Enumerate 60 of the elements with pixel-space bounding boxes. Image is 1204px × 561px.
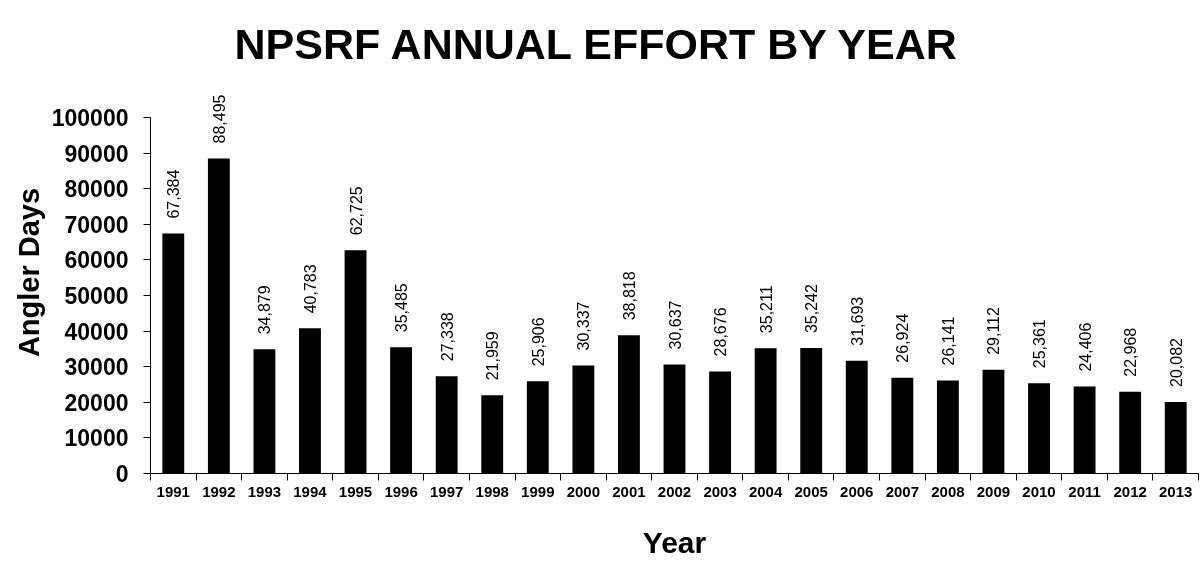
y-tick-label: 20000 [64,389,129,416]
data-label: 62,725 [347,186,365,236]
data-label: 26,141 [939,316,957,366]
x-tick-label: 1997 [429,482,464,500]
data-label: 34,879 [256,285,274,335]
x-tick-label: 2000 [566,482,601,500]
y-tick-label: 100000 [51,105,129,131]
y-tick-label: 30000 [64,354,129,381]
data-label: 29,112 [985,307,1003,355]
x-tick-label: 2010 [1022,482,1056,500]
data-label: 20,082 [1167,337,1185,388]
data-label: 27,338 [438,312,456,362]
data-label: 67,384 [165,169,183,219]
y-tick-label: 90000 [64,140,129,167]
x-tick-label: 1991 [156,482,190,500]
x-tick-label: 2007 [885,482,920,500]
x-tick-label: 2004 [748,482,783,500]
data-label: 40,783 [301,264,319,314]
x-tick-label: 1995 [338,482,373,500]
y-tick-label: 10000 [64,425,129,452]
data-label: 35,485 [393,283,411,333]
data-label: 88,495 [210,94,228,144]
data-label: 31,693 [848,296,866,346]
data-label: 25,361 [1031,319,1049,369]
x-tick-label: 2005 [794,482,828,500]
data-label: 35,242 [803,284,821,334]
x-tick-label: 1993 [247,482,282,500]
data-label: 38,818 [620,271,638,321]
x-axis-title: Year [642,525,707,559]
y-tick-label: 60000 [64,247,129,274]
y-tick-label: 70000 [64,211,129,238]
data-label: 24,406 [1076,322,1094,372]
data-label: 28,676 [712,307,730,357]
x-tick-label: 2008 [931,482,965,500]
data-label: 30,337 [575,301,593,351]
x-tick-label: 2006 [840,482,874,500]
x-tick-label: 2001 [612,482,646,500]
x-tick-label: 1992 [202,482,236,500]
x-tick-label: 1996 [384,482,418,500]
x-tick-label: 2003 [703,482,737,500]
data-label: 30,637 [666,300,684,350]
y-axis-title: Angler Days [12,187,45,358]
y-tick-label: 80000 [64,176,129,203]
data-label: 35,211 [757,285,775,334]
y-tick-label: 0 [115,461,129,487]
chart-title: NPSRF ANNUAL EFFORT BY YEAR [234,19,957,68]
x-tick-label: 1998 [475,482,509,500]
x-tick-label: 1999 [521,482,555,500]
x-tick-label: 2011 [1068,482,1101,500]
x-tick-label: 1994 [293,482,328,500]
x-tick-label: 2002 [657,482,692,500]
y-tick-label: 40000 [64,318,129,345]
x-tick-label: 2009 [976,482,1011,500]
data-label: 26,924 [894,313,912,363]
data-label: 21,959 [484,331,502,381]
x-tick-label: 2013 [1159,482,1193,500]
x-tick-label: 2012 [1113,482,1147,500]
y-tick-label: 50000 [64,283,129,309]
data-label: 22,968 [1122,327,1140,377]
data-label: 25,906 [529,317,547,367]
